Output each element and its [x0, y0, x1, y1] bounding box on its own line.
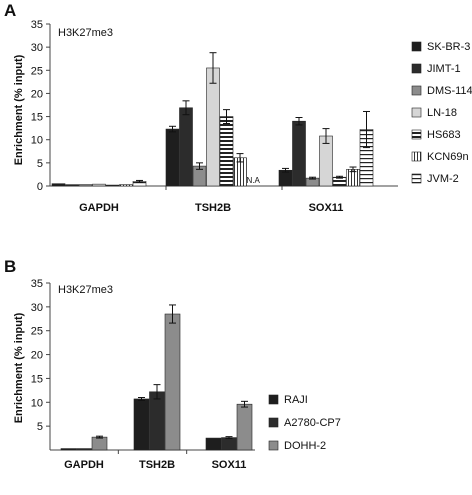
- bar-jimt-1-tsh2b: [179, 107, 193, 187]
- bar-raji-gapdh: [60, 448, 77, 451]
- y-tick-label: 25: [31, 65, 43, 77]
- legend-label: SK-BR-3: [427, 41, 470, 53]
- y-tick-label: 15: [31, 373, 43, 385]
- bar-jimt-1-gapdh: [65, 184, 79, 187]
- panel-a-chart: A H3K27me3 Enrichment (% input) 0 5 10 15 20…: [4, 1, 472, 214]
- bar-sk-br-3-gapdh: [51, 183, 66, 187]
- bar-jimt-1-sox11: [292, 120, 306, 187]
- y-tick-label: 5: [37, 158, 43, 170]
- legend-label: JIMT-1: [427, 63, 461, 75]
- panel-a-letter: A: [4, 1, 16, 20]
- legend-label: JVM-2: [427, 173, 459, 185]
- y-tick-label: 10: [31, 135, 43, 147]
- legend-swatch: [411, 85, 422, 96]
- bar-sk-br-3-tsh2b: [165, 128, 180, 187]
- legend-swatch: [268, 440, 279, 451]
- y-tick-label: 25: [31, 326, 43, 338]
- bar-raji-tsh2b: [133, 398, 150, 451]
- legend-swatch: [268, 394, 279, 405]
- panel-a-bars: [51, 52, 374, 187]
- panel-a-na-annotation: N.A: [247, 176, 261, 185]
- bar-sk-br-3-sox11: [278, 169, 293, 187]
- panel-a-category-labels: GAPDH TSH2B SOX11: [79, 202, 343, 214]
- legend-swatch: [411, 151, 422, 162]
- panel-b-category-labels: GAPDH TSH2B SOX11: [64, 459, 246, 471]
- panel-b-y-axis-label: Enrichment (% input): [13, 312, 25, 423]
- panel-a-title: H3K27me3: [58, 27, 113, 39]
- bar-dohh-2-gapdh: [91, 436, 108, 451]
- legend-swatch: [411, 129, 422, 140]
- bar-dohh-2-tsh2b: [164, 313, 181, 451]
- category-label: GAPDH: [64, 459, 104, 471]
- bar-a2780-cp7-sox11: [221, 437, 237, 451]
- category-label: TSH2B: [195, 202, 231, 214]
- panel-b-bars: [60, 304, 253, 451]
- legend-label: A2780-CP7: [284, 417, 341, 429]
- y-tick-label: 10: [31, 397, 43, 409]
- bar-ln-18-tsh2b: [206, 67, 220, 187]
- y-tick-label: 35: [31, 278, 43, 290]
- bar-dms-114-gapdh: [78, 184, 93, 187]
- legend-label: DMS-114: [427, 85, 472, 97]
- y-tick-label: 0: [37, 181, 43, 193]
- y-tick-label: 30: [31, 302, 43, 314]
- bar-a2780-cp7-gapdh: [76, 448, 92, 451]
- bar-a2780-cp7-tsh2b: [149, 391, 165, 451]
- panel-b-title: H3K27me3: [58, 284, 113, 296]
- legend-label: KCN69n: [427, 151, 469, 163]
- legend-swatch: [411, 63, 422, 74]
- panel-b-legend: RAJI A2780-CP7 DOHH-2: [268, 394, 341, 452]
- legend-label: HS683: [427, 129, 461, 141]
- legend-label: RAJI: [284, 394, 308, 406]
- legend-swatch: [411, 107, 422, 118]
- legend-swatch: [268, 417, 279, 428]
- y-tick-label: 20: [31, 88, 43, 100]
- panel-a-legend: SK-BR-3 JIMT-1 DMS-114 LN-18 HS683 KCN69n JVM-…: [411, 41, 472, 185]
- legend-label: LN-18: [427, 107, 457, 119]
- category-label: SOX11: [212, 459, 247, 471]
- y-tick-label: 35: [31, 19, 43, 31]
- panel-a-y-axis-label: Enrichment (% input): [13, 54, 25, 165]
- legend-label: DOHH-2: [284, 440, 326, 452]
- bar-hs683-gapdh: [105, 184, 120, 187]
- legend-swatch: [411, 173, 422, 184]
- category-label: SOX11: [309, 202, 344, 214]
- panel-b-y-ticks: 5 10 15 20 25 30 35: [31, 278, 50, 433]
- category-label: TSH2B: [139, 459, 175, 471]
- y-tick-label: 20: [31, 350, 43, 362]
- bar-dohh-2-sox11: [236, 403, 253, 451]
- panel-a-y-ticks: 0 5 10 15 20 25 30 35: [31, 19, 50, 193]
- bar-raji-sox11: [205, 437, 222, 451]
- legend-swatch: [411, 41, 422, 52]
- category-label: GAPDH: [79, 202, 119, 214]
- panel-b-letter: B: [4, 257, 16, 276]
- bar-ln-18-gapdh: [92, 183, 106, 187]
- bar-kcn69n-gapdh: [119, 184, 133, 187]
- panel-b-chart: B H3K27me3 Enrichment (% input) 5 10 15 20 2…: [4, 257, 341, 471]
- y-tick-label: 5: [37, 421, 43, 433]
- y-tick-label: 30: [31, 42, 43, 54]
- bar-hs683-tsh2b: [219, 116, 234, 187]
- y-tick-label: 15: [31, 112, 43, 124]
